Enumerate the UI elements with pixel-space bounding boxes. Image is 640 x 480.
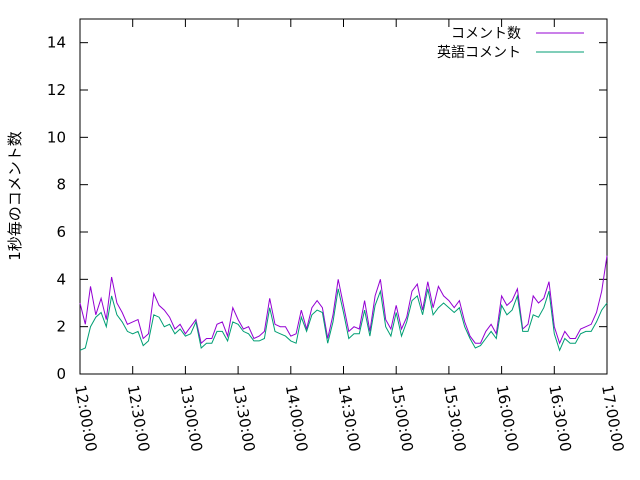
legend-label: 英語コメント <box>437 44 521 61</box>
x-tick-label: 13:30:00 <box>229 384 258 453</box>
x-tick-label: 16:00:00 <box>493 384 522 453</box>
x-tick-label: 15:00:00 <box>387 384 416 453</box>
x-tick-label: 12:30:00 <box>124 384 153 453</box>
x-tick-label: 16:30:00 <box>545 384 574 453</box>
y-tick-label: 4 <box>56 270 66 288</box>
y-tick-label: 0 <box>56 365 66 383</box>
y-axis-label: 1秒毎のコメント数 <box>6 131 24 261</box>
y-axis: 0 2 4 6 8 10 12 14 <box>47 34 607 383</box>
y-tick-label: 12 <box>47 81 66 99</box>
x-tick-label: 15:30:00 <box>440 384 469 453</box>
y-tick-label: 8 <box>56 176 66 194</box>
x-tick-label: 14:00:00 <box>282 384 311 453</box>
x-tick-label: 12:00:00 <box>71 384 100 453</box>
legend-label: コメント数 <box>451 26 521 42</box>
series-line-0 <box>79 255 608 345</box>
plot-area-frame <box>79 18 608 375</box>
x-axis: 12:00:00 12:30:00 13:00:00 13:30:00 14:00:00… <box>71 19 627 453</box>
x-tick-label: 13:00:00 <box>176 384 205 453</box>
series-line-1 <box>79 288 608 352</box>
y-tick-label: 2 <box>56 318 66 336</box>
y-tick-label: 10 <box>47 128 66 146</box>
y-tick-label: 14 <box>47 34 66 52</box>
x-tick-label: 17:00:00 <box>598 384 627 453</box>
x-tick-label: 14:30:00 <box>335 384 364 453</box>
series-lines <box>79 255 608 352</box>
y-tick-label: 6 <box>56 223 66 241</box>
